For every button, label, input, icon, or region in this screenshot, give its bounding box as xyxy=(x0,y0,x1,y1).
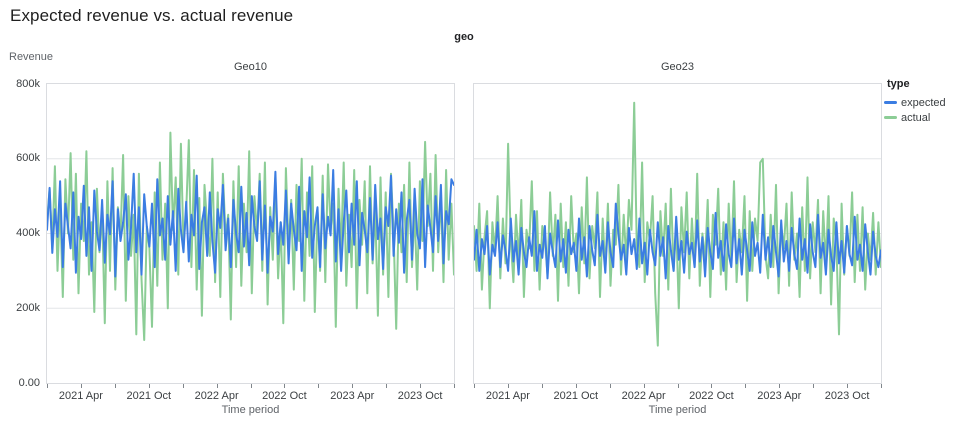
x-axis-tick xyxy=(216,384,218,388)
x-axis-tick xyxy=(114,384,116,388)
x-axis-tick xyxy=(80,384,82,388)
chart-title: Expected revenue vs. actual revenue xyxy=(10,6,294,25)
x-axis-tick xyxy=(779,384,781,388)
panel-geo10[interactable]: Time period 2021 Apr 2021 Oct 2022 Apr 2022… xyxy=(46,83,455,416)
y-axis-tick-label: 0.00 xyxy=(18,376,40,389)
x-axis-tick-label: 2022 Oct xyxy=(262,390,307,402)
x-axis-tick xyxy=(609,384,611,388)
line-chart-geo10[interactable] xyxy=(47,84,454,383)
x-axis-tick xyxy=(474,384,475,388)
legend-title: type xyxy=(887,78,910,90)
x-axis-tick xyxy=(677,384,679,388)
x-axis-tick-label: 2021 Oct xyxy=(553,390,599,402)
x-axis-tick-label: 2023 Apr xyxy=(330,390,375,402)
x-axis-tick xyxy=(454,384,455,388)
x-axis-tick-label: 2023 Oct xyxy=(397,390,443,402)
x-axis-tick xyxy=(386,384,388,388)
x-axis-tick-label: 2021 Apr xyxy=(58,390,103,402)
x-axis-tick xyxy=(148,384,150,388)
x-axis-tick xyxy=(507,384,509,388)
x-axis-tick xyxy=(318,384,320,388)
series-line-actual[interactable] xyxy=(474,101,881,347)
x-axis-tick-label: 2022 Apr xyxy=(194,390,239,402)
y-axis-tick-label: 800k xyxy=(16,77,40,90)
panel-title-geo10: Geo10 xyxy=(233,61,268,73)
x-axis-tick xyxy=(575,384,577,388)
legend-item-actual[interactable]: actual xyxy=(884,110,946,125)
x-axis-tick xyxy=(813,384,815,388)
x-axis-title: Time period xyxy=(648,404,707,416)
y-axis-title: Revenue xyxy=(9,51,54,63)
legend-item-label: actual xyxy=(901,111,931,124)
x-axis-tick xyxy=(352,384,354,388)
x-axis-tick xyxy=(847,384,849,388)
x-axis-tick xyxy=(745,384,747,388)
x-axis-tick xyxy=(711,384,713,388)
x-axis-tick xyxy=(420,384,422,388)
x-axis-tick xyxy=(881,384,882,388)
facet-field-label: geo xyxy=(454,31,474,43)
x-axis-tick xyxy=(284,384,286,388)
legend-item-label: expected xyxy=(901,96,946,109)
legend-swatch-actual xyxy=(884,116,897,119)
line-chart-geo23[interactable] xyxy=(474,84,881,383)
y-axis-tick-label: 400k xyxy=(16,227,40,239)
x-axis-tick xyxy=(47,384,48,388)
legend-items: expected actual xyxy=(884,95,946,125)
series-line-expected[interactable] xyxy=(474,202,881,280)
panel-geo23[interactable]: Time period 2021 Apr 2021 Oct 2022 Apr 2022… xyxy=(473,83,882,416)
x-axis-tick-label: 2023 Apr xyxy=(757,390,802,402)
x-axis-tick-label: 2022 Apr xyxy=(621,390,666,402)
x-axis-tick xyxy=(182,384,184,388)
legend: type expected actual xyxy=(884,78,946,125)
legend-item-expected[interactable]: expected xyxy=(884,95,946,110)
panel-title-geo23: Geo23 xyxy=(660,61,695,73)
x-axis-title: Time period xyxy=(221,404,280,416)
y-axis-tick-label: 200k xyxy=(16,301,40,314)
x-axis-tick-label: 2023 Oct xyxy=(824,390,870,402)
legend-swatch-expected xyxy=(884,101,897,104)
x-axis-tick xyxy=(541,384,543,388)
y-axis-tick-label: 600k xyxy=(16,152,40,165)
x-axis-tick xyxy=(643,384,645,388)
x-axis-tick-label: 2021 Oct xyxy=(126,390,172,402)
x-axis-tick-label: 2021 Apr xyxy=(485,390,530,402)
y-axis-tick-labels: 0.00 200k 400k 600k 800k xyxy=(0,0,40,424)
x-axis-tick-label: 2022 Oct xyxy=(689,390,734,402)
series-line-expected[interactable] xyxy=(47,169,454,278)
x-axis-tick xyxy=(250,384,252,388)
